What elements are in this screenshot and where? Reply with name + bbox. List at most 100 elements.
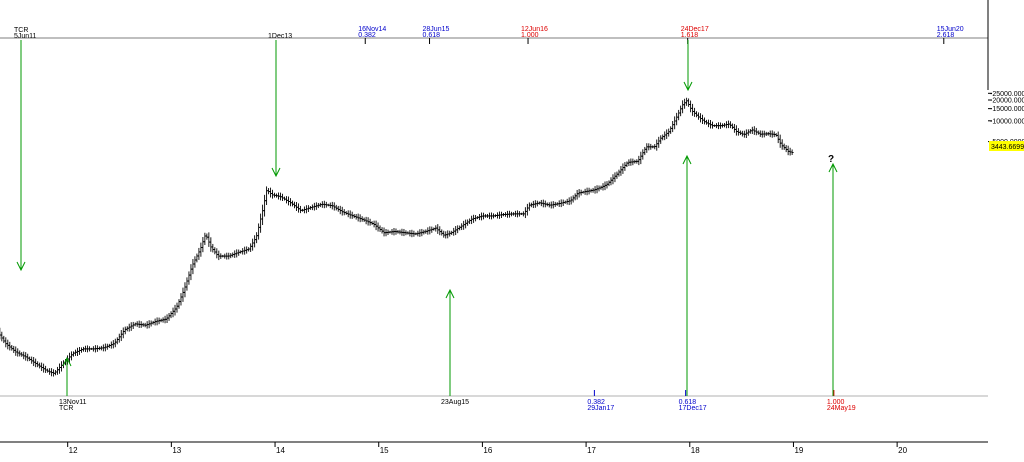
price-bar <box>657 136 661 148</box>
price-bar <box>643 146 647 156</box>
question-mark: ? <box>828 154 834 165</box>
price-bar <box>744 129 748 138</box>
price-bar <box>187 271 191 285</box>
price-bar <box>778 134 782 148</box>
top-cycle-date: 24Dec17 <box>681 26 709 33</box>
price-bar <box>756 130 760 135</box>
price-bar <box>754 127 758 136</box>
price-bar <box>613 172 617 183</box>
price-bar <box>752 126 756 135</box>
price-bar <box>286 196 290 206</box>
x-tick-label: 15 <box>380 446 389 455</box>
price-bar <box>191 259 195 275</box>
top-cycle-ratio: 1.000 <box>521 32 539 39</box>
x-tick-label: 13 <box>172 446 181 455</box>
price-bar <box>683 98 687 109</box>
jun11-date-label: 5Jun11 <box>14 33 37 40</box>
price-bar <box>776 131 780 144</box>
price-bar <box>655 139 659 151</box>
price-bar <box>28 356 32 362</box>
price-bar <box>466 219 470 226</box>
price-bar <box>46 368 50 373</box>
price-bar <box>376 222 380 232</box>
price-bar <box>336 205 340 212</box>
price-bar <box>786 145 790 156</box>
price-bar <box>60 361 64 372</box>
y-tick-label: -10000.0000 <box>990 118 1024 125</box>
price-bar <box>380 227 384 234</box>
price-bar <box>56 366 60 375</box>
price-bar <box>203 232 207 245</box>
price-bar <box>125 326 129 332</box>
price-bar <box>671 121 675 133</box>
top-cycle-date: 15Jun20 <box>937 26 964 33</box>
arrow-up-may19 <box>828 162 838 396</box>
price-bar <box>730 123 734 130</box>
price-bar <box>679 105 683 117</box>
price-bar <box>693 107 697 117</box>
price-bar <box>24 352 28 361</box>
price-bar <box>681 100 685 114</box>
price-bar <box>169 311 173 319</box>
price-bar <box>454 225 458 236</box>
price-bar <box>695 111 699 118</box>
price-bar <box>40 362 44 372</box>
price-bar <box>181 287 185 302</box>
price-bar <box>784 145 788 153</box>
arrow-down-dec13 <box>271 40 281 178</box>
bottom-cycle-date: 24May19 <box>827 405 856 412</box>
price-bar <box>334 204 338 211</box>
price-bar <box>625 161 629 168</box>
price-bar <box>687 98 691 107</box>
price-bar <box>611 174 615 185</box>
bottom-cycle-ratio: 0.618 <box>679 399 697 406</box>
price-bar <box>189 264 193 281</box>
price-bar <box>193 256 197 268</box>
price-bar <box>44 365 48 373</box>
price-bar <box>607 180 611 187</box>
price-bar <box>34 358 38 368</box>
top-cycle-ratio: 2.618 <box>937 32 955 39</box>
price-bar <box>0 327 2 340</box>
price-bar <box>623 162 627 171</box>
top-cycle-date: 28Jun15 <box>423 26 450 33</box>
price-bar <box>462 220 466 230</box>
price-bar <box>746 129 750 136</box>
price-bar <box>177 299 181 309</box>
x-tick-label: 18 <box>691 446 700 455</box>
price-bar <box>284 196 288 204</box>
price-bar <box>460 223 464 231</box>
price-bar <box>205 233 209 240</box>
price-bar <box>689 100 693 113</box>
price-bar <box>601 183 605 191</box>
price-bar <box>26 353 30 362</box>
price-bar <box>710 121 714 129</box>
price-bar <box>195 253 199 263</box>
price-bar <box>298 205 302 214</box>
price-bar <box>665 129 669 139</box>
price-bar <box>167 312 171 321</box>
price-bar <box>699 113 703 123</box>
price-bar <box>69 351 73 361</box>
price-bar <box>20 352 24 357</box>
price-bar <box>573 193 577 201</box>
y-tick-label: -20000.0000 <box>990 98 1024 105</box>
price-bar <box>748 129 752 134</box>
price-bar <box>18 350 22 357</box>
price-bar <box>571 195 575 203</box>
bottom-cycle-ratio: 1.000 <box>827 399 845 406</box>
price-bar <box>12 345 16 354</box>
price-bar <box>575 189 579 200</box>
arrow-down-dec17 <box>683 40 693 92</box>
price-bar <box>790 149 794 155</box>
price-bar <box>30 356 34 364</box>
price-bar <box>36 361 40 368</box>
top-cycle-date: 16Nov14 <box>358 26 386 33</box>
price-bar <box>332 202 336 211</box>
price-bar <box>269 187 273 198</box>
price-bar <box>621 163 625 174</box>
y-tick-label: -15000.0000 <box>990 106 1024 113</box>
price-bar <box>296 203 300 213</box>
price-bar <box>71 351 75 357</box>
